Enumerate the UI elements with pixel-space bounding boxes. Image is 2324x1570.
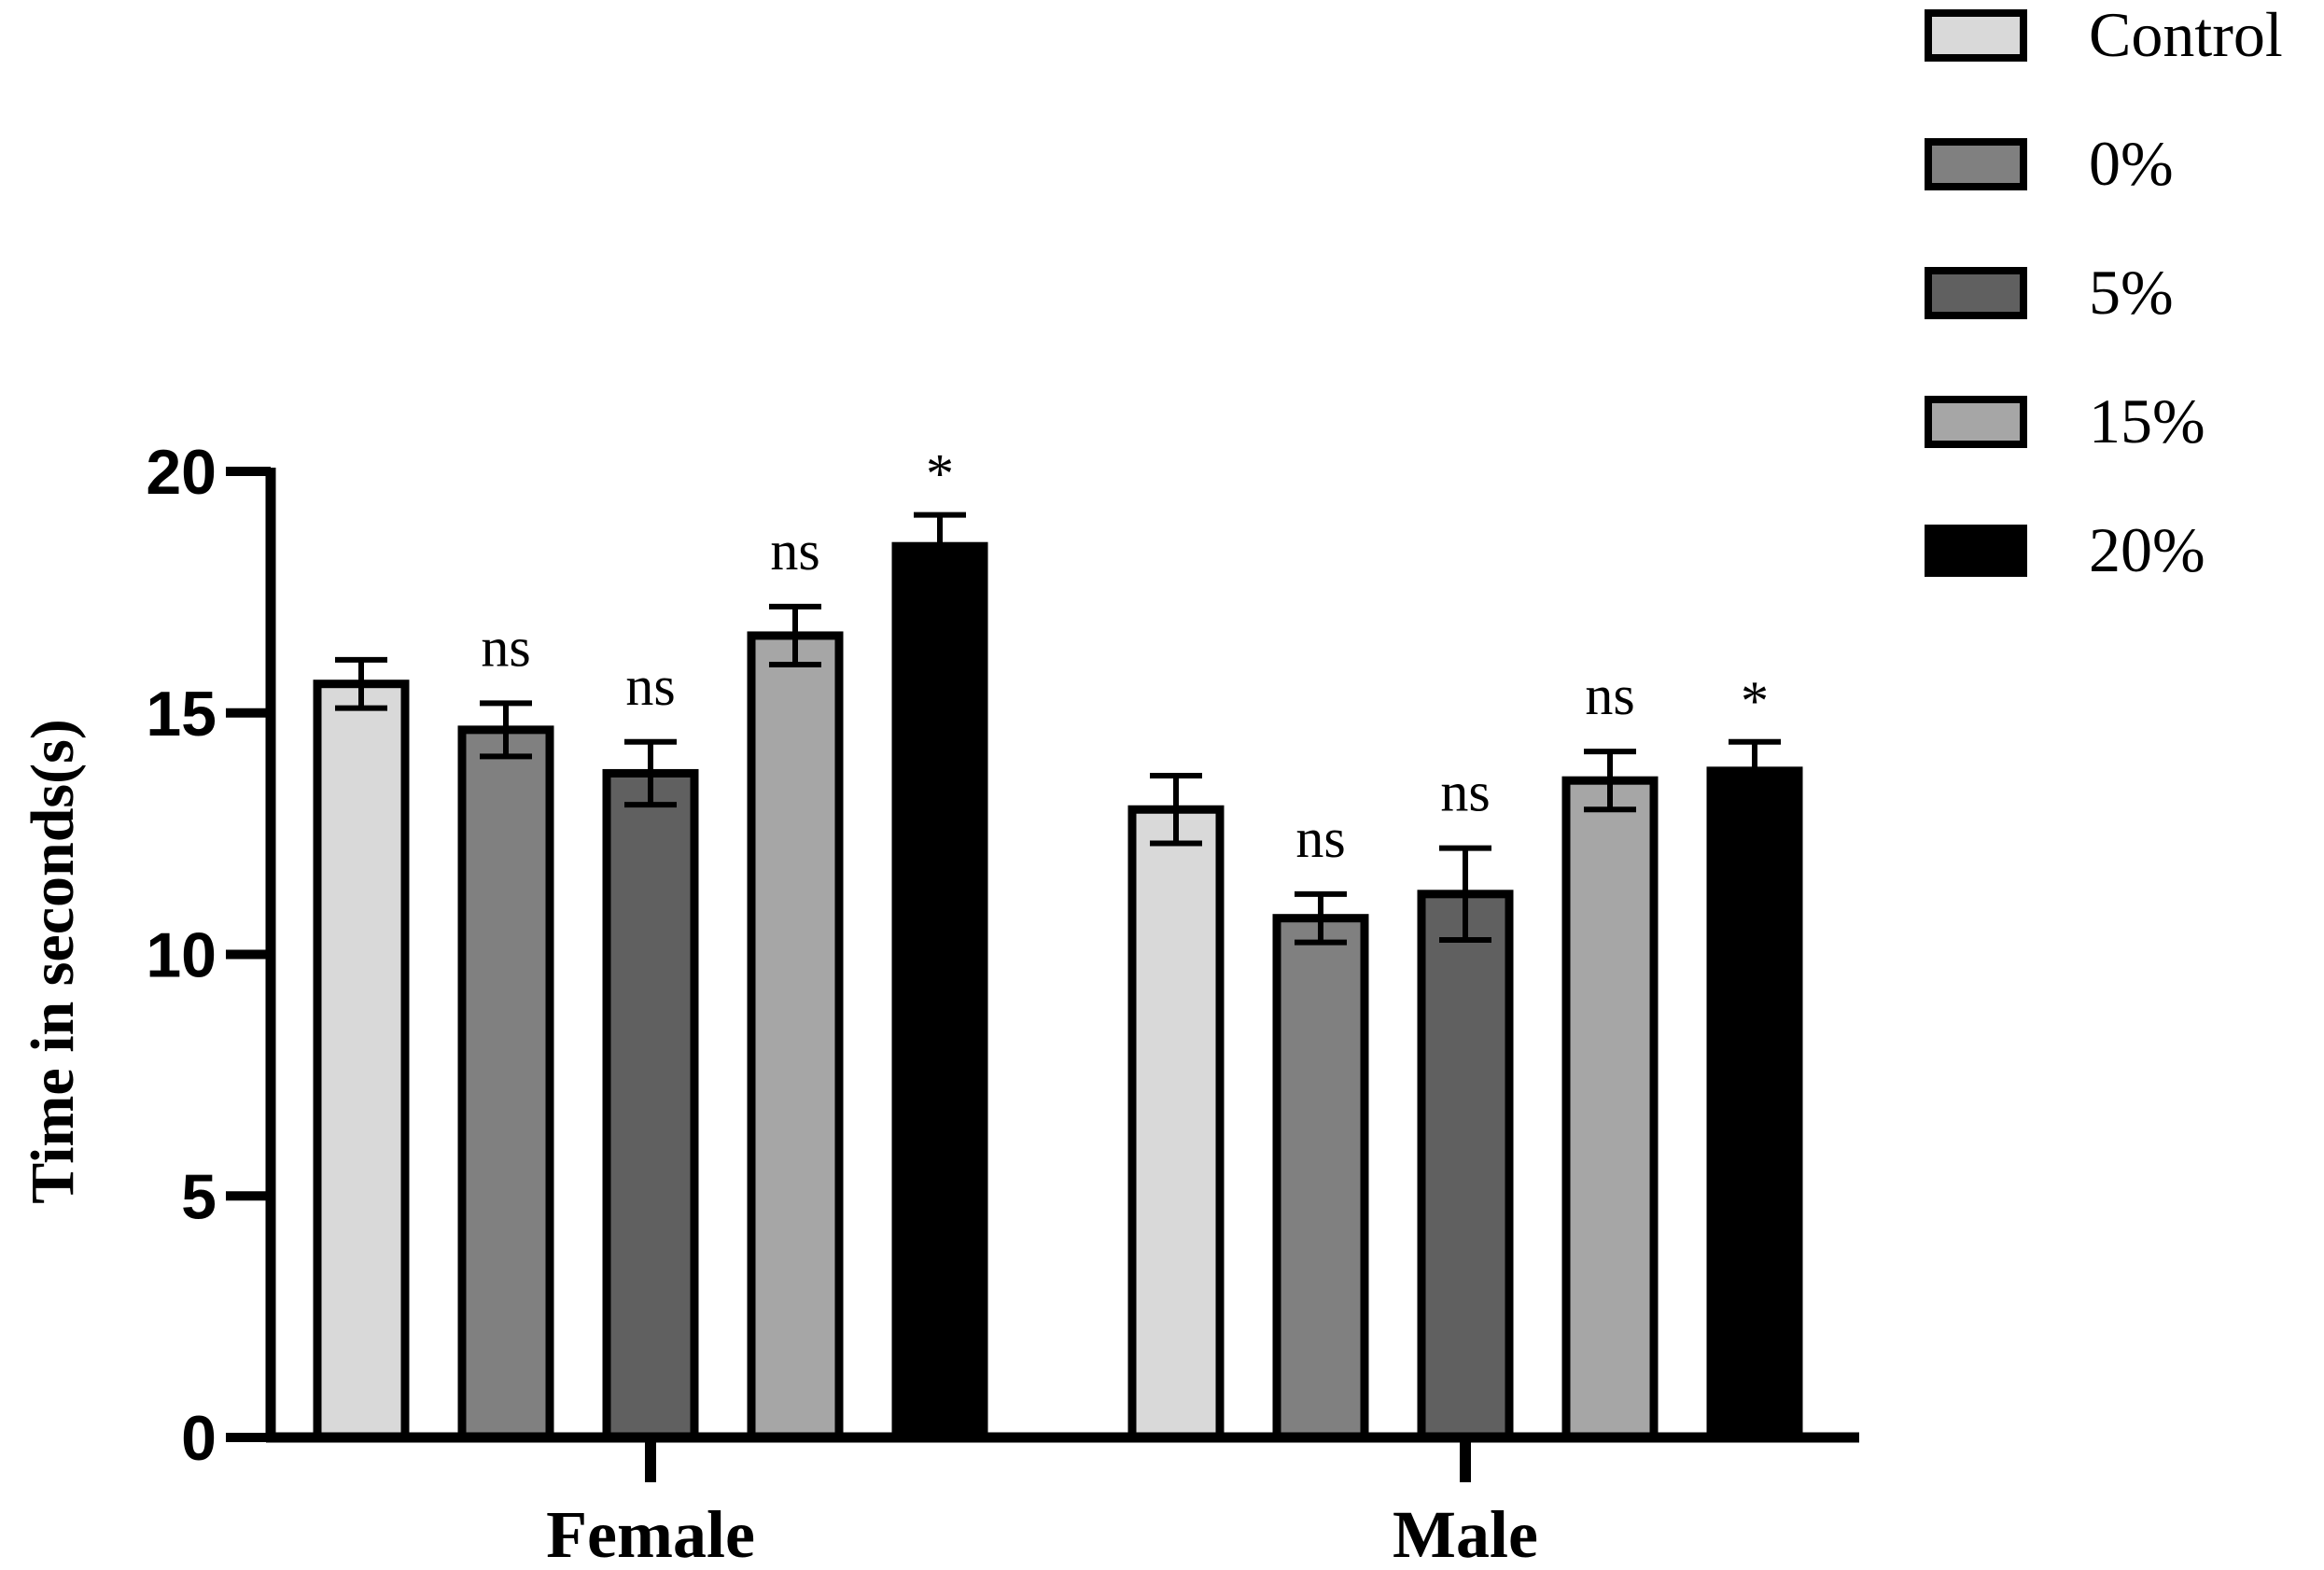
- error-bar-female-5pct: [624, 738, 677, 808]
- y-tick-label: 5: [181, 1161, 217, 1232]
- legend-label-15pct: 15%: [2089, 385, 2205, 456]
- error-bar-female-control: [335, 656, 387, 711]
- legend-swatch-0pct: [1925, 138, 2027, 190]
- legend-swatch-15pct: [1925, 396, 2027, 448]
- y-tick-label: 0: [181, 1403, 217, 1474]
- bar-female-control: [313, 680, 410, 1442]
- legend: Control 0% 5% 15% 20%: [1925, 0, 2283, 585]
- error-bar-male-20pct: [1729, 738, 1781, 803]
- bar-female-5pct: [602, 768, 699, 1442]
- bar-female-20pct: [891, 541, 988, 1442]
- bar-male-20pct: [1706, 766, 1803, 1442]
- y-tick-label: 15: [146, 679, 217, 750]
- significance-label: ns: [481, 616, 530, 678]
- error-bar-male-5pct: [1439, 845, 1491, 943]
- legend-label-5pct: 5%: [2089, 257, 2174, 328]
- error-bar-male-15pct: [1584, 749, 1636, 813]
- legend-swatch-control: [1925, 9, 2027, 62]
- bar-male-15pct: [1561, 776, 1659, 1442]
- x-tick-label-male: Male: [1393, 1497, 1538, 1570]
- error-bar-female-20pct: [914, 512, 966, 581]
- y-tick-label: 10: [146, 920, 217, 991]
- legend-swatch-5pct: [1925, 267, 2027, 319]
- y-tick-label: 20: [146, 437, 217, 508]
- axes-layer: 0 5 10 15 20 Female Male: [146, 437, 1859, 1570]
- bar-male-0pct: [1272, 914, 1369, 1442]
- legend-label-20pct: 20%: [2089, 514, 2205, 585]
- bars-layer: ns ns ns ns ns ns * *: [313, 443, 1803, 1442]
- y-axis-title: Time in seconds(s): [19, 719, 87, 1204]
- significance-label: ns: [1295, 807, 1345, 869]
- legend-swatch-20pct: [1925, 525, 2027, 577]
- bar-female-15pct: [747, 631, 844, 1442]
- significance-label: ns: [1585, 665, 1634, 726]
- significance-label: *: [1741, 670, 1769, 732]
- significance-label: *: [926, 443, 954, 505]
- bar-male-control: [1127, 805, 1225, 1442]
- significance-label: ns: [770, 520, 819, 582]
- bar-female-0pct: [457, 725, 554, 1442]
- legend-label-0pct: 0%: [2089, 128, 2174, 199]
- x-tick-label-female: Female: [546, 1497, 755, 1570]
- bar-male-5pct: [1417, 890, 1514, 1442]
- error-bar-female-0pct: [480, 700, 532, 760]
- error-bar-male-0pct: [1295, 890, 1347, 946]
- error-bar-female-15pct: [769, 603, 821, 667]
- significance-label: ns: [625, 655, 675, 717]
- legend-label-control: Control: [2089, 0, 2283, 70]
- significance-label: ns: [1440, 762, 1490, 823]
- error-bar-male-control: [1150, 773, 1202, 847]
